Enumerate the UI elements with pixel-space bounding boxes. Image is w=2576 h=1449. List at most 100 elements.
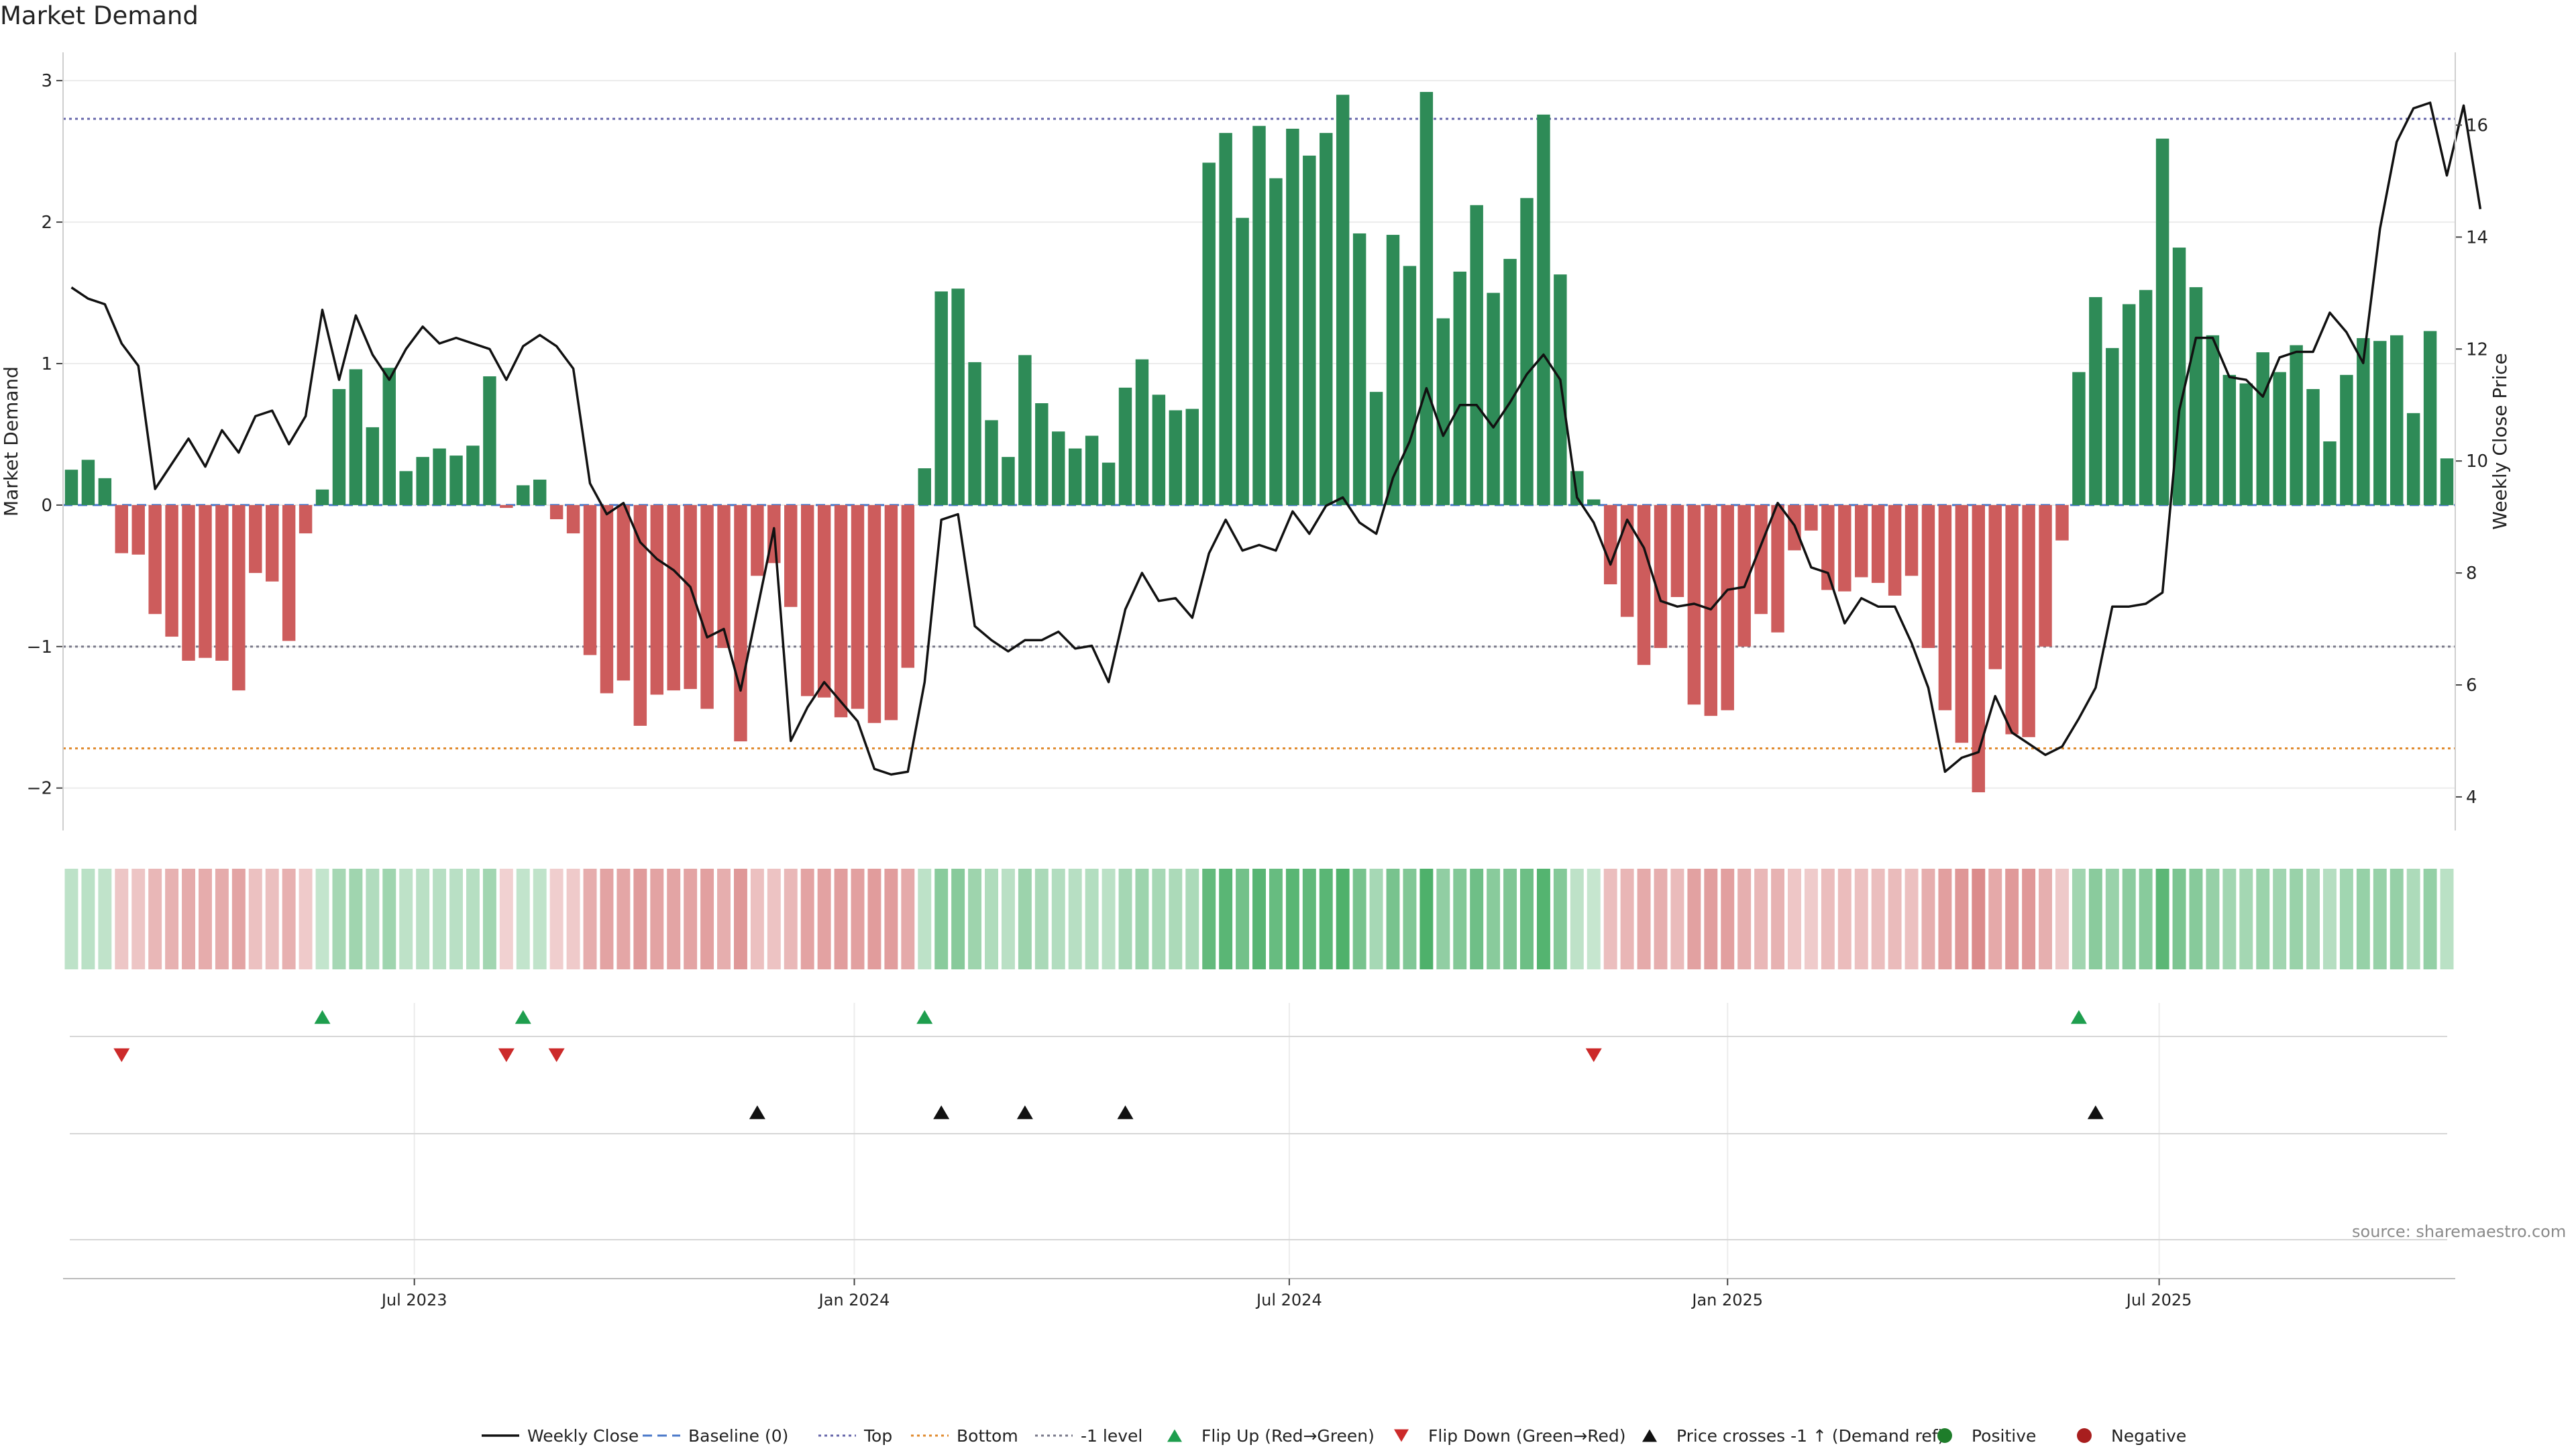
demand-bar [1002, 457, 1015, 505]
demand-bar [232, 504, 246, 691]
heat-cell [2172, 869, 2186, 969]
heat-cell [1520, 869, 1534, 969]
price-cross-marker [749, 1105, 765, 1120]
demand-bar [800, 504, 814, 696]
heat-cell [968, 869, 982, 969]
heat-cell [2356, 869, 2370, 969]
heat-cell [2222, 869, 2237, 969]
demand-bar [1921, 504, 1935, 648]
demand-bar [1152, 394, 1166, 505]
heat-cell [1687, 869, 1701, 969]
demand-bar [717, 504, 731, 648]
heat-cell [416, 869, 430, 969]
legend-swatch-flip-up [1167, 1429, 1182, 1442]
heat-cell [750, 869, 764, 969]
heat-cell [1169, 869, 1183, 969]
demand-bar [1554, 274, 1567, 505]
demand-bar [1855, 504, 1868, 578]
heat-cell [1754, 869, 1768, 969]
flip-down-marker [1585, 1048, 1602, 1063]
demand-bar [1369, 392, 1383, 505]
demand-bars [64, 92, 2454, 793]
heat-cell [1972, 869, 1986, 969]
heat-cell [2339, 869, 2353, 969]
heat-cell [1068, 869, 1082, 969]
demand-bar [1888, 504, 1902, 596]
heat-cell [265, 869, 279, 969]
demand-bar [399, 471, 413, 505]
heat-cell [382, 869, 396, 969]
demand-bar [650, 504, 663, 695]
demand-bar [98, 478, 112, 505]
heat-cell [1788, 869, 1801, 969]
heat-cell [1386, 869, 1400, 969]
price-cross-marker [1016, 1105, 1033, 1120]
heat-cell [282, 869, 296, 969]
heat-cell [1670, 869, 1684, 969]
legend-label: Baseline (0) [688, 1426, 788, 1446]
demand-bar [500, 504, 513, 508]
demand-bar [2039, 504, 2052, 647]
demand-bar [1821, 504, 1835, 590]
heat-cell [1854, 869, 1868, 969]
demand-bar [1654, 504, 1668, 648]
heat-cell [131, 869, 146, 969]
heat-cell [684, 869, 698, 969]
demand-bar [2440, 458, 2454, 505]
demand-bar [332, 388, 346, 505]
demand-bar [1436, 318, 1450, 505]
price-line-group [70, 101, 2482, 776]
demand-bar [2357, 338, 2370, 505]
demand-bar [616, 504, 631, 681]
heat-cell [867, 869, 881, 969]
y-tick-label: 3 [41, 71, 52, 91]
demand-bar [1185, 409, 1199, 505]
heat-cell [834, 869, 848, 969]
legend-swatch-flip-down [1394, 1429, 1409, 1442]
demand-bar [449, 455, 463, 505]
demand-bar [1352, 233, 1366, 505]
heat-cell [1252, 869, 1266, 969]
demand-bar [951, 288, 965, 505]
heat-cell [332, 869, 346, 969]
heat-cell [1135, 869, 1149, 969]
demand-bar [2306, 388, 2320, 505]
demand-bar [1771, 504, 1784, 633]
demand-bar [2390, 335, 2404, 505]
heat-cell [1536, 869, 1550, 969]
legend-label: -1 level [1081, 1426, 1142, 1446]
heat-cell [516, 869, 530, 969]
demand-bar [115, 504, 129, 553]
demand-bar [566, 504, 580, 534]
heat-cell [349, 869, 363, 969]
demand-bar [1236, 217, 1249, 505]
heat-cell [583, 869, 597, 969]
demand-bar [517, 485, 530, 505]
y-tick-label: −1 [27, 637, 52, 657]
flip-up-marker [916, 1010, 933, 1024]
y2-tick-label: 8 [2466, 564, 2477, 584]
demand-bar [1938, 504, 1952, 710]
demand-bar [1169, 410, 1183, 505]
heat-cell [1553, 869, 1567, 969]
heat-cell [851, 869, 865, 969]
demand-bar [1202, 162, 1216, 505]
demand-bar [2239, 383, 2253, 505]
demand-bar [734, 504, 747, 742]
heat-cell [1487, 869, 1501, 969]
demand-bar [249, 504, 262, 574]
heat-cell [1771, 869, 1785, 969]
demand-bar [1603, 504, 1617, 585]
demand-bar [1135, 359, 1149, 505]
demand-bar [684, 504, 697, 690]
demand-bar [1871, 504, 1885, 583]
heat-cell [1620, 869, 1634, 969]
heat-cell [2273, 869, 2287, 969]
price-cross-marker [1117, 1105, 1134, 1120]
heat-cell [1988, 869, 2002, 969]
demand-bar [1269, 178, 1283, 505]
heat-cell [1637, 869, 1651, 969]
heat-cell [466, 869, 480, 969]
heat-cell [231, 869, 246, 969]
